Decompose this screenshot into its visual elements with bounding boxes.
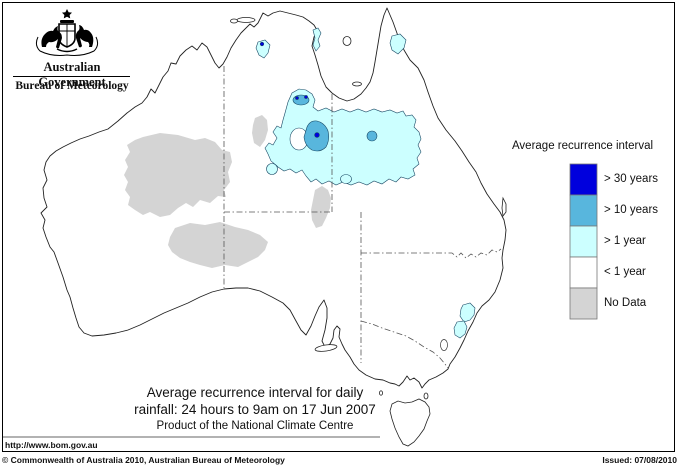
tasmania — [389, 398, 431, 447]
issued-date: Issued: 07/08/2010 — [602, 455, 677, 465]
legend-swatch-gt30 — [569, 163, 598, 196]
gt1yr-nsw-coast-south — [453, 320, 468, 339]
map-caption: Average recurrence interval for daily ra… — [85, 385, 425, 433]
mainland-coastline — [40, 7, 507, 389]
bureau-label: Bureau of Meteorology — [15, 80, 129, 92]
mornington-island — [352, 81, 362, 87]
gt10yr-qld-oval — [366, 130, 378, 142]
islands — [230, 17, 507, 447]
border-nsw-vic — [360, 320, 449, 369]
melville-island — [236, 17, 256, 23]
legend-swatch-nodata — [569, 287, 598, 320]
gt1yr-small-south — [340, 174, 352, 184]
fraser-island — [501, 196, 507, 218]
gt30yr-top-dot-a — [295, 96, 299, 100]
gt1yr-cape-york — [389, 33, 407, 55]
caption-line-2: rainfall: 24 hours to 9am on 17 Jun 2007 — [134, 402, 376, 417]
no-data-patches — [124, 115, 331, 268]
bom-url: http://www.bom.gov.au — [5, 440, 98, 450]
legend-title: Average recurrence interval — [511, 140, 654, 152]
legend-label-gt30: > 30 years — [604, 173, 659, 185]
no-data-nt-west — [252, 115, 268, 147]
map-frame — [2, 2, 675, 452]
no-data-wa-sa-lower — [168, 222, 268, 268]
gt30yr-core-dot — [314, 132, 320, 138]
kangaroo-island — [314, 344, 338, 352]
gov-label: Australian Government — [38, 60, 106, 89]
legend-label-gt1: > 1 year — [604, 235, 646, 247]
legend-swatch-gt10 — [569, 194, 598, 227]
flinders-island — [423, 392, 429, 400]
king-island — [378, 390, 383, 396]
no-data-wa-large — [124, 133, 232, 217]
bathurst-island — [230, 18, 238, 24]
legend-swatch-gt1 — [569, 225, 598, 258]
groote-eylandt — [342, 36, 352, 46]
border-qld-nsw — [361, 248, 502, 259]
legend-label-lt1: < 1 year — [604, 266, 646, 278]
legend-label-nodata: No Data — [604, 297, 647, 309]
caption-line-1: Average recurrence interval for daily — [146, 385, 364, 400]
gt1yr-nsw-coast-north — [459, 302, 476, 323]
australian-coat-of-arms-icon — [35, 9, 99, 56]
copyright-text: © Commonwealth of Australia 2010, Austra… — [2, 455, 285, 465]
gt30yr-top-dot-b — [304, 95, 308, 99]
act-outline — [440, 339, 448, 351]
gt1yr-patches — [255, 27, 476, 339]
gt1yr-darwin — [255, 39, 271, 59]
no-data-nt-sa — [311, 186, 331, 228]
state-borders — [223, 66, 502, 369]
legend-swatch-lt1 — [569, 256, 598, 289]
gt1yr-small-west — [266, 163, 278, 175]
legend-label-gt10: > 10 years — [604, 204, 659, 216]
legend-swatches — [569, 163, 598, 320]
gt1yr-gove-coastal — [312, 27, 322, 52]
gt30yr-darwin-dot — [259, 41, 265, 47]
caption-line-3: Product of the National Climate Centre — [156, 420, 354, 432]
gov-divider — [13, 76, 130, 77]
